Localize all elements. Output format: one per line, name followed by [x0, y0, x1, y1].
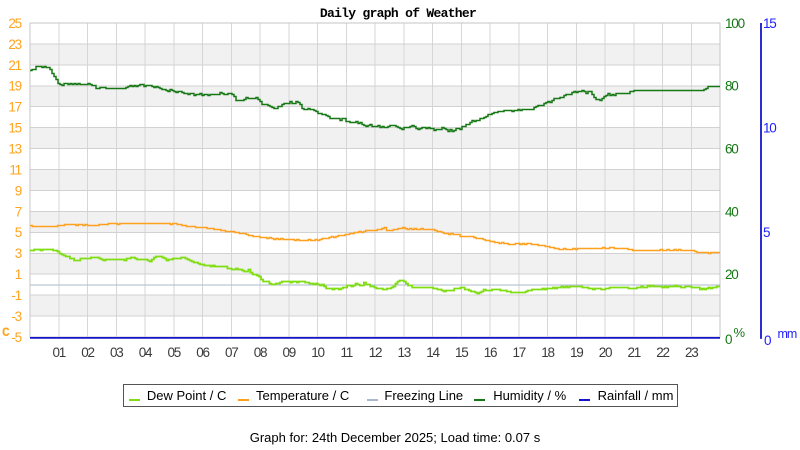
svg-text:C: C — [2, 325, 10, 340]
svg-text:mm: mm — [778, 327, 797, 341]
svg-text:09: 09 — [282, 345, 295, 360]
svg-text:23: 23 — [8, 37, 21, 52]
svg-text:19: 19 — [570, 345, 583, 360]
svg-text:21: 21 — [8, 58, 21, 73]
svg-text:20: 20 — [599, 345, 612, 360]
svg-text:5: 5 — [15, 225, 22, 240]
svg-text:60: 60 — [725, 142, 738, 157]
svg-text:10: 10 — [763, 121, 776, 136]
svg-text:9: 9 — [15, 183, 22, 198]
svg-text:-5: -5 — [11, 330, 21, 345]
svg-text:0: 0 — [764, 333, 771, 348]
svg-text:19: 19 — [8, 79, 21, 94]
svg-text:80: 80 — [725, 79, 738, 94]
svg-text:14: 14 — [426, 345, 440, 360]
svg-text:18: 18 — [541, 345, 554, 360]
svg-text:1: 1 — [15, 267, 22, 282]
svg-text:25: 25 — [8, 16, 21, 31]
svg-text:7: 7 — [15, 204, 22, 219]
svg-text:40: 40 — [725, 204, 738, 219]
svg-text:04: 04 — [139, 345, 153, 360]
svg-text:17: 17 — [8, 100, 21, 115]
svg-text:%: % — [734, 325, 746, 340]
svg-text:10: 10 — [311, 345, 324, 360]
svg-text:11: 11 — [340, 345, 352, 360]
svg-text:11: 11 — [9, 162, 21, 177]
svg-text:13: 13 — [8, 142, 21, 157]
svg-text:15: 15 — [455, 345, 468, 360]
svg-text:-1: -1 — [11, 288, 21, 303]
svg-text:02: 02 — [81, 345, 94, 360]
svg-text:12: 12 — [369, 345, 382, 360]
svg-text:3: 3 — [15, 246, 22, 261]
svg-text:Daily graph of Weather: Daily graph of Weather — [320, 6, 476, 21]
svg-text:13: 13 — [397, 345, 410, 360]
svg-text:16: 16 — [484, 345, 497, 360]
svg-text:07: 07 — [225, 345, 238, 360]
svg-text:23: 23 — [685, 345, 698, 360]
svg-text:21: 21 — [627, 345, 640, 360]
svg-text:01: 01 — [52, 345, 65, 360]
svg-text:22: 22 — [656, 345, 669, 360]
svg-text:17: 17 — [512, 345, 525, 360]
svg-text:15: 15 — [763, 16, 776, 31]
svg-text:20: 20 — [725, 267, 738, 282]
svg-text:03: 03 — [110, 345, 123, 360]
svg-text:08: 08 — [254, 345, 267, 360]
svg-text:-3: -3 — [11, 309, 21, 324]
svg-text:5: 5 — [763, 225, 770, 240]
svg-text:100: 100 — [725, 16, 745, 31]
svg-text:15: 15 — [8, 121, 21, 136]
svg-text:05: 05 — [167, 345, 180, 360]
svg-text:0: 0 — [725, 332, 732, 347]
svg-text:06: 06 — [196, 345, 209, 360]
